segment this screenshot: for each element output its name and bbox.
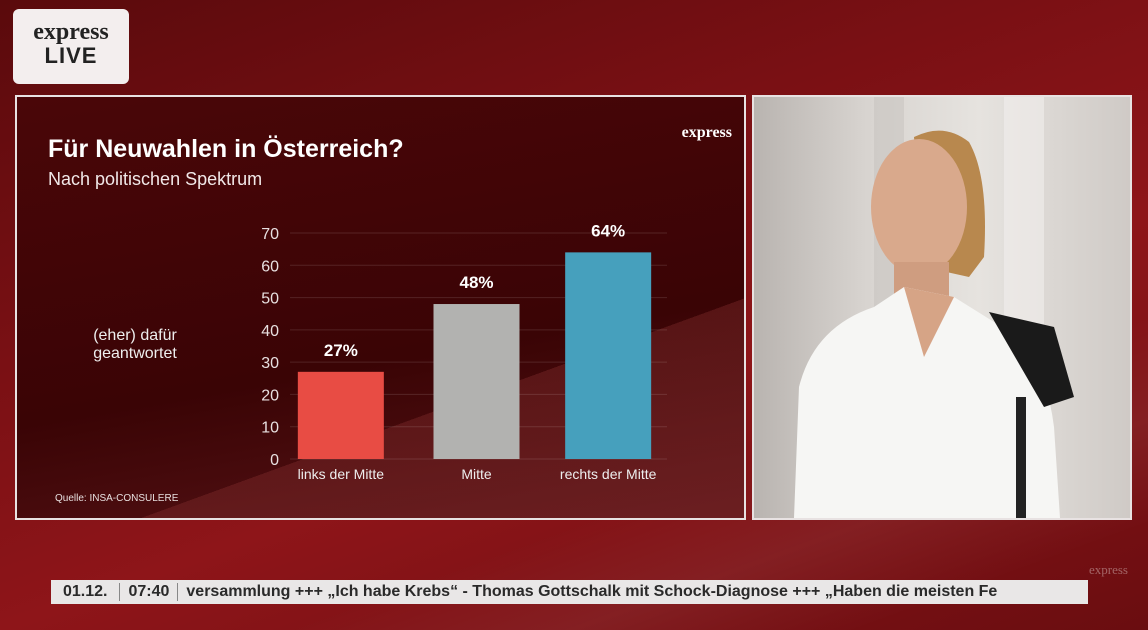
- y-tick-label: 40: [261, 323, 279, 340]
- y-tick-label: 30: [261, 355, 279, 372]
- ticker-time: 07:40: [120, 583, 179, 601]
- logo-brand: express: [33, 19, 109, 45]
- bar-2: [565, 252, 652, 459]
- source-note: Quelle: INSA-CONSULERE: [55, 493, 179, 504]
- x-tick-label: Mitte: [461, 466, 492, 482]
- ticker-date: 01.12.: [51, 583, 121, 601]
- news-ticker: 01.12. 07:40 versammlung +++ „Ich habe K…: [51, 580, 1088, 604]
- bar-1: [433, 304, 520, 459]
- video-feed: [752, 95, 1132, 520]
- data-label: 27%: [324, 341, 358, 360]
- y-tick-label: 60: [261, 258, 279, 275]
- y-tick-label: 70: [261, 226, 279, 243]
- y-tick-label: 20: [261, 387, 279, 404]
- watermark-logo: express: [1089, 562, 1128, 577]
- y-tick-label: 0: [270, 452, 279, 469]
- chart-title: Für Neuwahlen in Österreich?: [48, 135, 404, 163]
- data-label: 64%: [591, 221, 625, 240]
- chart-brand-logo: express: [681, 124, 732, 141]
- presenter-image: [794, 97, 1074, 518]
- chart-panel: Für Neuwahlen in Österreich? Nach politi…: [15, 95, 746, 520]
- x-tick-label: links der Mitte: [298, 466, 385, 482]
- y-tick-label: 10: [261, 420, 279, 437]
- y-tick-label: 50: [261, 291, 279, 308]
- x-tick-label: rechts der Mitte: [560, 466, 657, 482]
- y-axis-label: (eher) dafür geantwortet: [93, 327, 177, 362]
- chart-subtitle: Nach politischen Spektrum: [48, 169, 263, 189]
- bar-0: [297, 371, 384, 459]
- logo-live-text: LIVE: [44, 43, 98, 68]
- data-label: 48%: [459, 273, 493, 292]
- ticker-text: versammlung +++ „Ich habe Krebs“ - Thoma…: [186, 583, 998, 600]
- express-live-logo: express LIVE: [13, 9, 129, 84]
- bar-chart: 0 10 20 30 40 50 60 70 27% links der Mitte 48% Mitt…: [261, 221, 667, 482]
